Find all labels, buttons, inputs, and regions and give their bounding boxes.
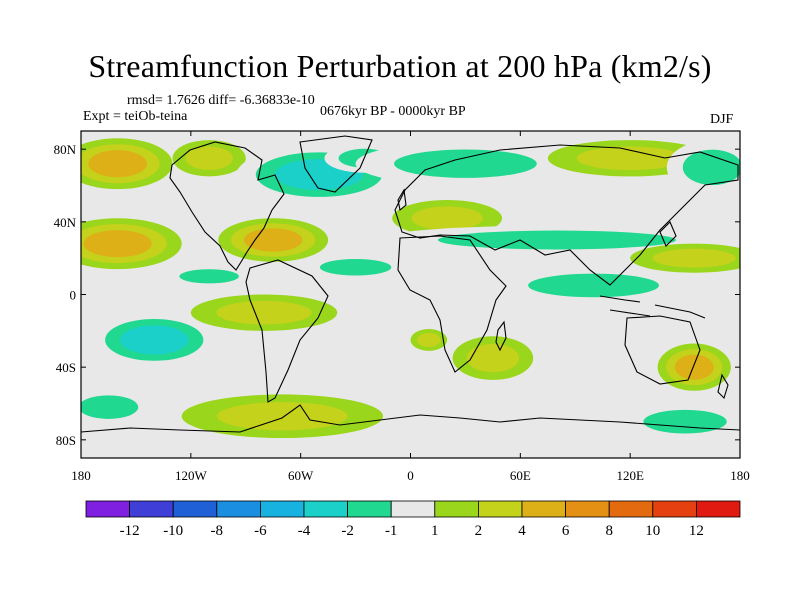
colorbar-label: -2	[341, 523, 354, 539]
contour-region	[528, 273, 659, 298]
contour-region	[437, 230, 676, 250]
lat-tick-label: 0	[70, 288, 77, 303]
coastline-layer	[81, 135, 740, 433]
colorbar-swatch	[216, 500, 261, 518]
contour-region	[643, 409, 727, 434]
contour-fill-layer	[81, 138, 740, 440]
coastline-madagascar	[495, 320, 507, 352]
colorbar-swatch	[259, 500, 305, 518]
colorbar-swatch	[303, 500, 348, 518]
contour-region	[466, 343, 520, 373]
colorbar-label: -12	[120, 523, 140, 539]
contour-region	[576, 146, 684, 171]
coastline-new-zealand	[717, 373, 729, 400]
colorbar-label: 12	[689, 523, 704, 539]
lon-tick-label: 120W	[175, 468, 208, 483]
colorbar-swatch	[521, 500, 566, 518]
lat-tick-label: 40S	[56, 360, 76, 375]
chart-title: Streamfunction Perturbation at 200 hPa (…	[88, 48, 712, 84]
colorbar-swatch	[652, 500, 697, 518]
lon-tick-label: 120E	[616, 468, 644, 483]
season-label: DJF	[710, 112, 734, 127]
coastline-antarctica	[81, 404, 740, 433]
colorbar-label: -6	[254, 523, 267, 539]
contour-region	[416, 332, 441, 348]
colorbar-swatch	[608, 500, 654, 518]
lon-tick-label: 180	[730, 468, 750, 483]
colorbar-swatch	[347, 500, 392, 518]
coastline-greenland	[299, 135, 373, 193]
contour-region	[411, 206, 483, 231]
rmsd-diff-text: rmsd= 1.7626 diff= -6.36833e-10	[127, 93, 315, 108]
contour-region	[674, 354, 714, 380]
colorbar-label: 1	[431, 523, 439, 539]
latitude-axis: 80N 40N 0 40S 80S	[54, 142, 740, 448]
contour-region	[652, 248, 736, 268]
contour-region	[243, 228, 303, 252]
coastline-japan	[659, 221, 677, 247]
colorbar-legend: -12 -10 -8 -6 -4 -2 -1 1 2 4 6 8 10 12	[85, 500, 741, 539]
colorbar-label: 6	[562, 523, 570, 539]
contour-region	[185, 146, 233, 171]
lat-tick-label: 80S	[56, 433, 76, 448]
colorbar-swatch	[434, 500, 479, 518]
colorbar-swatch	[172, 500, 218, 518]
colorbar-swatch	[129, 500, 174, 518]
colorbar-swatch	[85, 500, 130, 518]
coastline-north-america	[169, 141, 285, 271]
colorbar-swatch	[565, 500, 610, 518]
lon-tick-label: 180	[71, 468, 91, 483]
contour-region	[179, 269, 239, 284]
contour-region	[88, 150, 147, 178]
colorbar-swatch	[390, 500, 436, 518]
lon-tick-label: 60E	[510, 468, 531, 483]
contour-region	[682, 149, 740, 186]
contour-region	[216, 300, 312, 325]
longitude-axis: 180 120W 60W 0 60E 120E 180	[71, 131, 750, 483]
contour-region	[120, 325, 189, 355]
colorbar-swatch	[696, 500, 741, 518]
colorbar-label: 4	[518, 523, 526, 539]
coastline-eurasia	[394, 144, 739, 286]
colorbar-label: 8	[605, 523, 613, 539]
lon-tick-label: 0	[407, 468, 414, 483]
contour-region	[83, 230, 152, 258]
lon-tick-label: 60W	[288, 468, 314, 483]
lat-tick-label: 80N	[54, 142, 77, 157]
colorbar-label: 10	[645, 523, 660, 539]
colorbar-label: 2	[475, 523, 483, 539]
coastline-indonesia	[599, 295, 706, 319]
coastline-south-america	[245, 259, 329, 403]
colorbar-label: -8	[211, 523, 224, 539]
colorbar-label: -1	[385, 523, 398, 539]
coastline-australia	[624, 315, 701, 385]
colorbar-label: -4	[298, 523, 311, 539]
colorbar-swatch	[477, 500, 523, 518]
coastline-british-isles	[397, 188, 407, 212]
contour-region	[216, 402, 348, 431]
contour-region	[319, 258, 392, 276]
period-label: 0676kyr BP - 0000kyr BP	[320, 104, 466, 119]
coastline-africa	[397, 235, 507, 373]
contour-region	[81, 395, 139, 419]
lat-tick-label: 40N	[54, 215, 77, 230]
experiment-label: Expt = teiOb-teina	[83, 109, 188, 124]
contour-region	[394, 149, 537, 178]
colorbar-label: -10	[163, 523, 183, 539]
